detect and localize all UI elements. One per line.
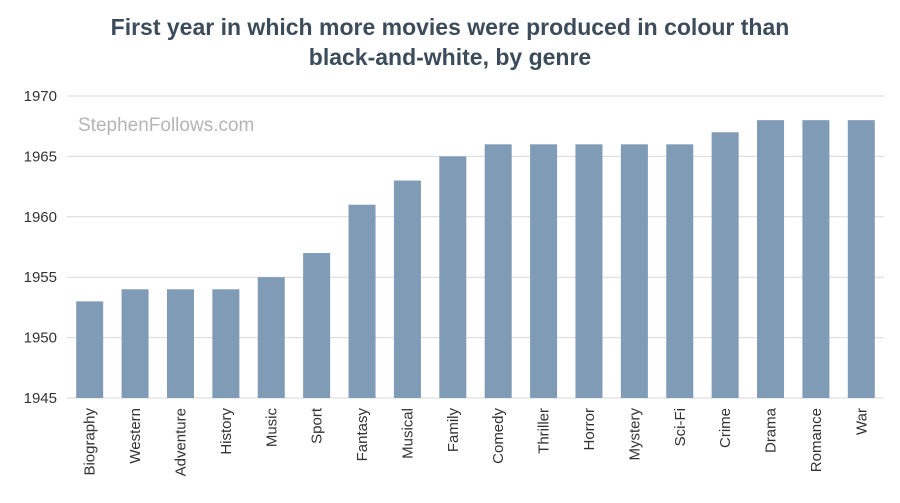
y-axis-tick-labels: 1945 1950 1955 1960 1965 1970 — [24, 88, 57, 407]
chart-title-line-1: First year in which more movies were pro… — [110, 14, 790, 40]
x-category-label: Western — [127, 408, 144, 464]
x-category-label: Fantasy — [354, 408, 371, 462]
bar-war — [847, 120, 875, 398]
x-category-label: Musical — [399, 408, 416, 459]
bar-family — [439, 156, 467, 398]
x-category-label: Adventure — [172, 408, 189, 476]
bar-sci-fi — [666, 144, 694, 398]
y-tick-label: 1950 — [24, 330, 57, 347]
chart-title: First year in which more movies were pro… — [0, 12, 900, 72]
x-category-label: Sport — [309, 407, 326, 444]
y-tick-label: 1965 — [24, 148, 57, 165]
bar-horror — [575, 144, 603, 398]
x-category-label: Crime — [717, 408, 734, 448]
bar-history — [212, 289, 240, 398]
x-category-label: War — [853, 408, 870, 435]
bar-romance — [802, 120, 830, 398]
y-tick-label: 1945 — [24, 390, 57, 407]
x-category-label: Biography — [82, 408, 99, 476]
y-tick-label: 1970 — [24, 88, 57, 105]
x-category-label: Romance — [808, 408, 825, 472]
bar-musical — [393, 180, 421, 398]
bar-comedy — [484, 144, 512, 398]
bar-sport — [303, 253, 331, 398]
x-category-label: Drama — [763, 407, 780, 453]
bars — [76, 120, 875, 399]
bar-thriller — [530, 144, 558, 398]
bar-fantasy — [348, 204, 376, 398]
bar-adventure — [166, 289, 194, 398]
watermark: StephenFollows.com — [78, 115, 254, 136]
gridlines — [67, 95, 884, 399]
x-category-label: Family — [445, 408, 462, 453]
x-axis-category-labels: Biography Western Adventure History Music Spo… — [82, 407, 871, 476]
bar-biography — [76, 301, 104, 398]
x-category-label: Sci-Fi — [672, 408, 689, 446]
bar-music — [257, 277, 285, 398]
bar-crime — [711, 132, 739, 399]
x-category-label: Thriller — [536, 408, 553, 454]
bar-western — [121, 289, 149, 398]
x-category-label: Music — [263, 408, 280, 448]
x-category-label: Comedy — [490, 408, 507, 464]
x-category-label: Mystery — [626, 408, 643, 461]
y-tick-label: 1955 — [24, 269, 57, 286]
y-tick-label: 1960 — [24, 209, 57, 226]
x-category-label: History — [218, 408, 235, 455]
bar-mystery — [620, 144, 648, 398]
x-category-label: Horror — [581, 408, 598, 451]
chart-title-line-2: black-and-white, by genre — [308, 44, 592, 70]
bar-drama — [757, 120, 785, 398]
